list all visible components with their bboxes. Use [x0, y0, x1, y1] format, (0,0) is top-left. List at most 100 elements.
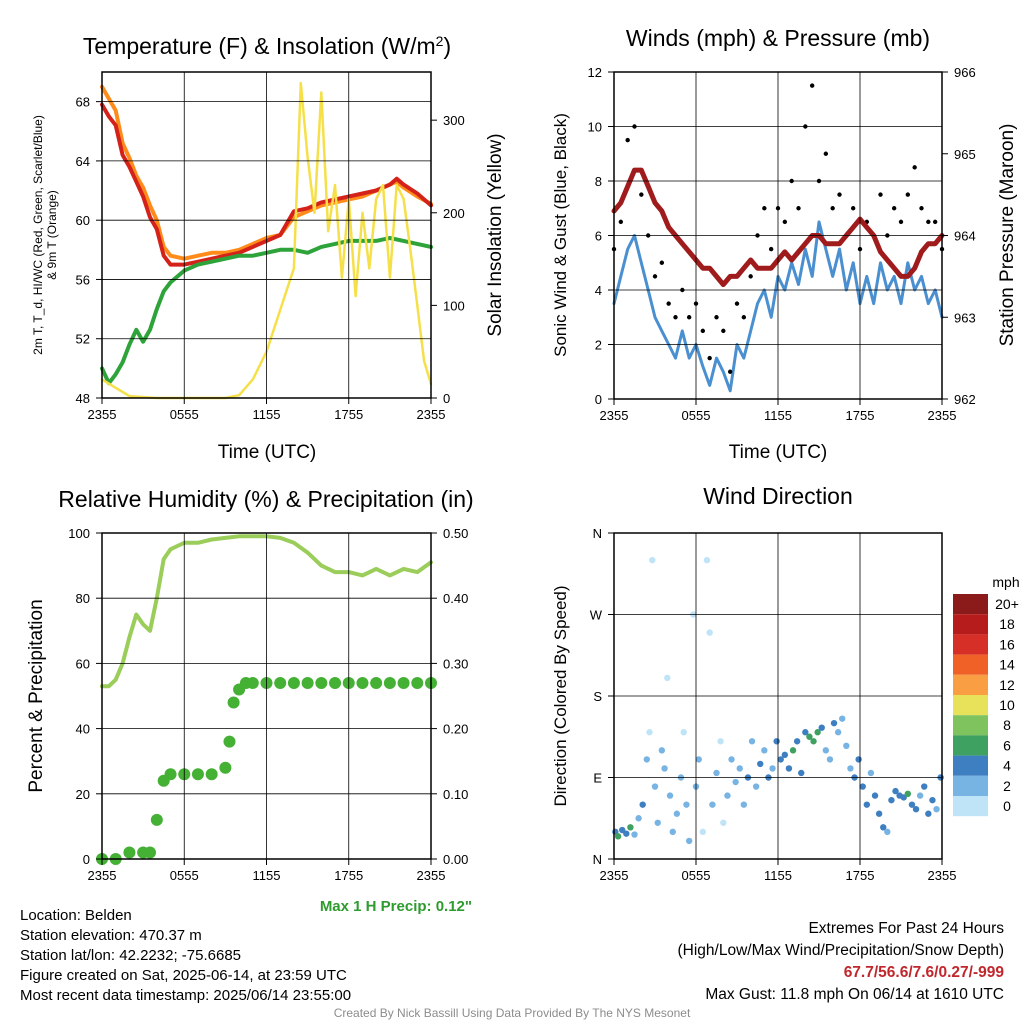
legend-label: 12 [999, 677, 1015, 693]
x-tick-label: 2355 [417, 407, 446, 422]
direction-point [884, 828, 891, 836]
insolation-y-label: Solar Insolation (Yellow) [485, 133, 506, 336]
y-tick-label: 12 [588, 65, 602, 80]
direction-point [649, 556, 656, 564]
legend-label: 6 [1003, 737, 1011, 753]
series-point [707, 355, 712, 361]
direction-point [658, 747, 666, 754]
direction-point [635, 815, 642, 822]
x-tick-label: 0555 [170, 407, 199, 422]
series-point [700, 328, 706, 334]
legend-swatch [953, 796, 988, 817]
series-point [411, 676, 424, 689]
max-precip-annotation: Max 1 H Precip: 0.12" [320, 898, 472, 915]
series-line [100, 236, 433, 386]
series-point [837, 192, 842, 197]
x-tick-label: 2355 [928, 408, 957, 423]
legend-swatch [953, 735, 988, 756]
legend-swatch [953, 634, 988, 655]
series-point [850, 206, 856, 211]
direction-point [802, 729, 809, 736]
temperature-panel: Temperature (F) & Insolation (W/m2) 2355… [31, 33, 506, 463]
direction-point [843, 742, 850, 750]
direction-point [892, 787, 899, 795]
extremes-subtitle: (High/Low/Max Wind/Precipitation/Snow De… [677, 942, 1005, 959]
temperature-y-label-line1: 2m T, T_d, HI/WC (Red, Green, Scarlet/Bl… [31, 115, 45, 355]
direction-point [761, 747, 768, 754]
series-point [164, 768, 177, 781]
series-point [809, 83, 815, 88]
temperature-title: Temperature (F) & Insolation (W/m2) [83, 33, 451, 59]
series-point [652, 274, 658, 279]
y-tick-label: 68 [76, 95, 90, 110]
direction-point [683, 801, 690, 808]
direction-point [781, 751, 789, 759]
direction-point [814, 729, 821, 736]
y-tick-label: E [593, 771, 602, 786]
series-point [891, 206, 897, 211]
direction-point [810, 738, 817, 745]
x-tick-label: 0555 [682, 408, 711, 423]
station-location: Location: Belden [20, 907, 132, 924]
series-point [315, 676, 328, 689]
series-point [287, 676, 300, 689]
direction-point [789, 747, 797, 754]
winds-title: Winds (mph) & Pressure (mb) [626, 25, 930, 51]
legend-swatch [953, 594, 988, 615]
direction-point [732, 778, 739, 786]
humidity-y-label: Percent & Precipitation [26, 599, 47, 792]
series-point [329, 676, 342, 689]
y-right-tick-label: 100 [443, 298, 465, 313]
wind-direction-y-label: Direction (Colored By Speed) [551, 585, 570, 806]
y-right-tick-label: 200 [443, 206, 465, 221]
station-info: Location: Belden Station elevation: 470.… [20, 906, 351, 1006]
series-point [123, 846, 136, 859]
y-tick-label: 40 [76, 722, 90, 737]
series-point [659, 260, 665, 265]
legend-label: 8 [1003, 717, 1011, 733]
y-right-tick-label: 0.00 [443, 852, 468, 867]
series-point [356, 676, 369, 689]
x-tick-label: 2355 [600, 868, 629, 883]
credit-line: Created By Nick Bassill Using Data Provi… [333, 1006, 691, 1020]
x-tick-label: 2355 [88, 868, 117, 883]
series-point [926, 219, 931, 225]
winds-axes: 2355 0555 1155 1755 235502468101296296396496… [588, 65, 976, 423]
y-right-tick-label: 0.40 [443, 591, 468, 606]
legend-label: 0 [1003, 798, 1011, 814]
station-elevation: Station elevation: 470.37 m [20, 927, 202, 944]
y-tick-label: 60 [76, 213, 90, 228]
direction-point [769, 765, 776, 772]
y-tick-label: 48 [76, 391, 90, 406]
x-tick-label: 2355 [600, 408, 629, 423]
legend-label: 2 [1003, 778, 1011, 794]
y-right-tick-label: 0.20 [443, 722, 468, 737]
direction-point [863, 801, 871, 808]
direction-point [822, 747, 830, 754]
y-tick-label: 60 [76, 656, 90, 671]
y-tick-label: S [593, 689, 602, 704]
y-right-tick-label: 965 [954, 147, 976, 162]
legend-label: 14 [999, 657, 1015, 673]
direction-point [627, 824, 634, 831]
series-point [912, 165, 917, 170]
y-right-tick-label: 964 [954, 229, 976, 244]
wind-direction-title: Wind Direction [703, 483, 853, 509]
x-tick-label: 1755 [846, 868, 875, 883]
series-point [727, 369, 733, 374]
series-point [143, 846, 156, 859]
series-point [227, 696, 240, 709]
y-tick-label: W [590, 608, 603, 623]
legend-label: 16 [999, 636, 1015, 652]
x-tick-label: 2355 [928, 868, 957, 883]
direction-point [773, 738, 780, 745]
direction-point [830, 719, 838, 727]
y-tick-label: 52 [76, 332, 90, 347]
direction-point [834, 729, 842, 736]
series-line [100, 534, 433, 689]
speed-legend: mph 20+ 18 16 14 12 10 8 6 4 2 0 [953, 574, 1020, 817]
y-right-tick-label: 963 [954, 310, 976, 325]
direction-point [728, 756, 735, 763]
y-right-tick-label: 0 [443, 391, 450, 406]
direction-point [921, 783, 928, 790]
